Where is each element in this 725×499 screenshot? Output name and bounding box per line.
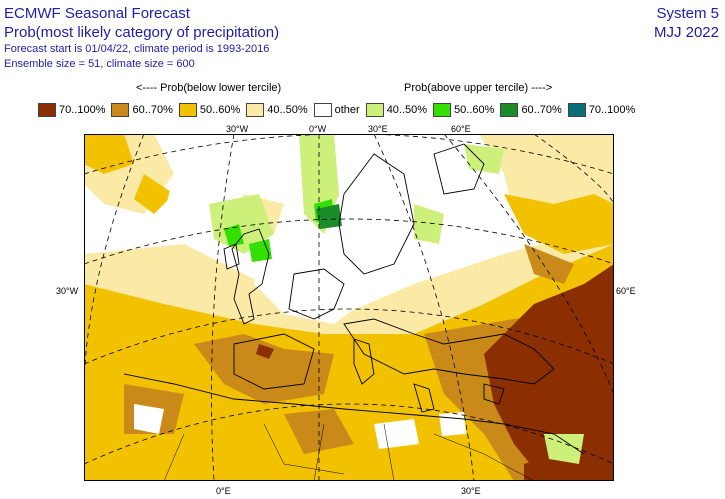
- legend-swatch: [567, 103, 586, 117]
- legend-item: other: [313, 103, 360, 117]
- legend: 70..100% 60..70% 50..60% 40..50% other 4…: [38, 102, 641, 118]
- legend-label: 70..100%: [588, 104, 636, 116]
- lat-label-right: 60°E: [616, 286, 636, 296]
- legend-swatch: [38, 103, 56, 117]
- legend-swatch: [313, 103, 332, 117]
- map-frame: [84, 134, 614, 481]
- legend-label: 50..60%: [454, 104, 495, 116]
- coastlines: [123, 143, 585, 455]
- system-block: System 5 MJJ 2022: [654, 4, 719, 42]
- legend-item: 50..60%: [178, 103, 241, 117]
- prob-other: [134, 134, 484, 449]
- legend-item: 60..70%: [500, 103, 562, 117]
- prob-above-40-50: [209, 134, 584, 464]
- legend-swatch: [365, 103, 384, 117]
- chart-title: ECMWF Seasonal Forecast: [4, 5, 190, 22]
- legend-swatch: [246, 103, 265, 117]
- lon-label-top: 30°W: [226, 124, 249, 134]
- legend-item: 70..100%: [38, 103, 105, 117]
- legend-label: 40..50%: [386, 104, 428, 116]
- lon-label-bottom: 0°E: [216, 486, 231, 496]
- legend-swatch: [500, 103, 519, 117]
- legend-item: 60..70%: [111, 103, 173, 117]
- legend-label: 40..50%: [267, 104, 308, 116]
- prob-above-60-70: [316, 204, 342, 229]
- forecast-start-text: Forecast start is 01/04/22, climate peri…: [4, 43, 270, 55]
- lon-label-bottom: 30°E: [461, 486, 481, 496]
- legend-item: 40..50%: [246, 103, 308, 117]
- legend-below-heading: <---- Prob(below lower tercile): [136, 82, 282, 94]
- legend-item: 50..60%: [433, 103, 494, 117]
- legend-swatch: [111, 103, 130, 117]
- legend-swatch: [433, 103, 452, 117]
- map-svg: [84, 134, 614, 481]
- title-block: ECMWF Seasonal Forecast Prob(most likely…: [4, 4, 279, 72]
- legend-item: 70..100%: [567, 103, 636, 117]
- legend-item: 40..50%: [365, 103, 428, 117]
- lat-label-left: 30°W: [56, 286, 79, 296]
- legend-swatch: [178, 103, 197, 117]
- chart-subtitle: Prob(most likely category of precipitati…: [4, 24, 280, 41]
- legend-label: 60..70%: [521, 104, 562, 116]
- lon-label-top: 30°E: [368, 124, 388, 134]
- forecast-map: [84, 134, 614, 481]
- legend-label: 70..100%: [59, 104, 106, 116]
- system-label: System 5: [656, 5, 719, 22]
- legend-label: 60..70%: [132, 104, 173, 116]
- legend-label: other: [334, 104, 360, 116]
- lon-label-top: 60°E: [451, 124, 471, 134]
- lon-label-top: 0°W: [309, 124, 327, 134]
- graticule: [84, 134, 614, 481]
- legend-above-heading: Prob(above upper tercile) ---->: [404, 82, 553, 94]
- period-label: MJJ 2022: [653, 24, 719, 41]
- legend-label: 50..60%: [199, 104, 241, 116]
- ensemble-size-text: Ensemble size = 51, climate size = 600: [4, 58, 195, 70]
